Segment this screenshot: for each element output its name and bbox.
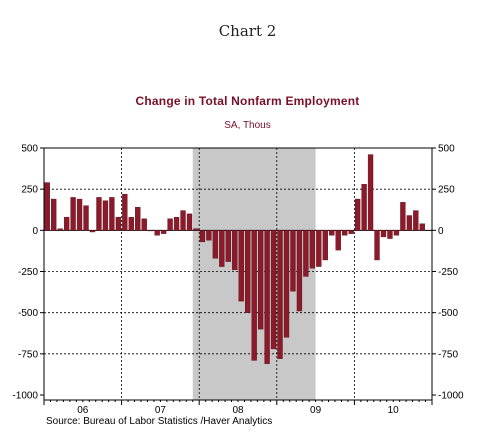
bar (148, 230, 154, 232)
y-tick-label-right: 500 (438, 144, 455, 155)
y-tick-label-right: -500 (438, 308, 458, 319)
y-tick-label-left: -1000 (12, 391, 38, 402)
bar (270, 230, 277, 350)
y-tick-label-right: -750 (438, 349, 458, 360)
bar (115, 216, 122, 231)
bar (329, 230, 335, 236)
bar (160, 230, 167, 234)
y-tick-label-right: 0 (438, 226, 444, 237)
y-tick-label-left: 0 (32, 226, 38, 237)
chart-source: Source: Bureau of Labor Statistics /Have… (46, 416, 273, 427)
bar (238, 230, 244, 302)
bar (154, 230, 160, 236)
bar (193, 228, 199, 231)
bar (277, 230, 283, 359)
bar (63, 216, 70, 231)
bar (419, 223, 425, 231)
bar (322, 230, 328, 261)
bar (186, 213, 193, 231)
bar (199, 230, 206, 243)
bar (348, 230, 354, 234)
bar (173, 216, 180, 231)
bar (290, 230, 296, 292)
bar (316, 230, 322, 267)
bar (380, 230, 387, 238)
bar (83, 205, 89, 231)
bar (342, 230, 348, 236)
y-tick-label-left: 500 (21, 144, 38, 155)
bar (122, 193, 128, 231)
bar (245, 230, 251, 313)
bar (335, 230, 341, 251)
bar (354, 198, 361, 231)
x-tick-label: 10 (388, 405, 400, 416)
x-tick-label: 09 (310, 405, 322, 416)
bar (89, 230, 96, 233)
y-tick-label-left: -250 (18, 267, 38, 278)
chart-heading: Chart 2 (218, 22, 277, 40)
x-tick-label: 06 (77, 405, 89, 416)
bar (283, 230, 290, 338)
bar (251, 230, 257, 361)
bar (406, 215, 413, 231)
bar (96, 197, 102, 231)
bar (44, 182, 50, 231)
y-tick-label-left: 250 (21, 185, 38, 196)
y-tick-label-right: 250 (438, 185, 455, 196)
bar (393, 230, 400, 236)
bar (257, 230, 264, 330)
bar (109, 197, 115, 231)
bar (309, 230, 316, 269)
bar (180, 210, 186, 231)
chart-subtitle: SA, Thous (224, 120, 271, 131)
bar (135, 207, 141, 231)
x-tick-label: 07 (155, 405, 167, 416)
y-tick-label-right: -1000 (438, 391, 464, 402)
bar (367, 154, 374, 231)
bar (70, 197, 76, 231)
bar (102, 200, 109, 231)
bar (167, 218, 173, 231)
bar (361, 184, 367, 231)
bar (206, 230, 212, 241)
bar (51, 198, 57, 231)
bar (219, 230, 225, 267)
bar (303, 230, 309, 277)
x-tick-label: 08 (232, 405, 244, 416)
bar (128, 216, 134, 231)
bar (57, 228, 63, 231)
bar (374, 230, 380, 261)
y-tick-label-left: -500 (18, 308, 38, 319)
y-tick-label-left: -750 (18, 349, 38, 360)
bar (264, 230, 270, 364)
bar (232, 230, 238, 271)
chart-title: Change in Total Nonfarm Employment (135, 94, 360, 108)
bar (141, 218, 147, 231)
bar (76, 198, 83, 231)
bar (212, 230, 219, 259)
bar (296, 230, 303, 312)
bar (400, 202, 406, 231)
y-tick-label-right: -250 (438, 267, 458, 278)
bar (225, 230, 231, 262)
bar (413, 210, 419, 231)
bar (387, 230, 393, 239)
